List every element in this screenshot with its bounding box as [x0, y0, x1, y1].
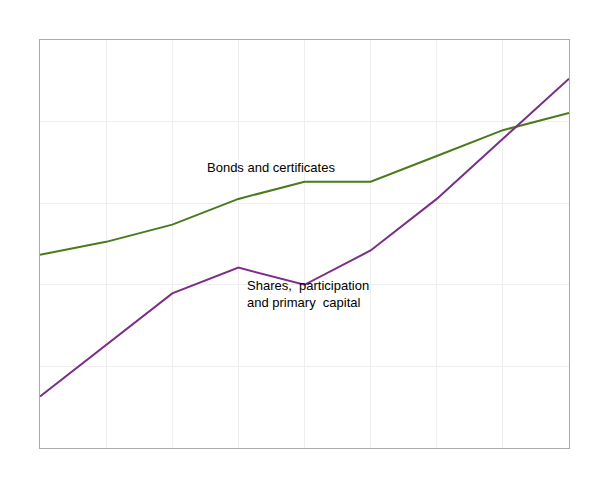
svg-text:Bonds and certificates: Bonds and certificates	[207, 160, 335, 175]
svg-text:Shares, participationand prim: Shares, participationand primary capital	[247, 278, 369, 310]
